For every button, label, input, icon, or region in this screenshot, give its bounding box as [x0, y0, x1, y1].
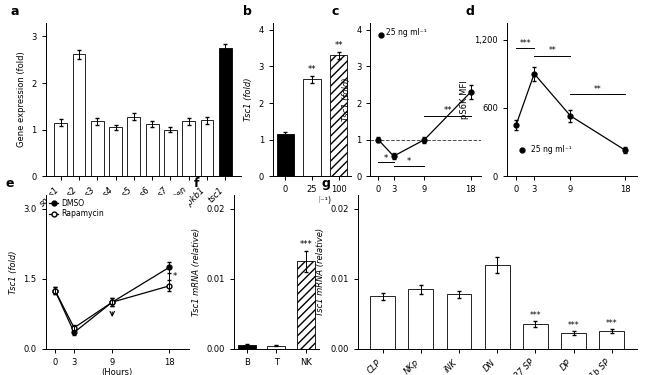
DMSO — [70, 330, 78, 335]
Text: ***: *** — [519, 39, 531, 48]
Bar — [182, 121, 195, 176]
Text: c: c — [332, 5, 339, 18]
Bar — [267, 346, 285, 349]
Text: *: * — [407, 157, 411, 166]
Bar — [276, 134, 294, 176]
Bar — [238, 345, 255, 349]
Legend: DMSO, Rapamycin: DMSO, Rapamycin — [49, 199, 103, 218]
Text: **: ** — [335, 41, 343, 50]
DMSO — [109, 300, 116, 304]
Bar — [164, 130, 177, 176]
Bar — [91, 121, 104, 176]
Text: a: a — [10, 5, 19, 18]
X-axis label: (Hours): (Hours) — [101, 368, 133, 375]
Text: g: g — [321, 177, 330, 190]
Text: ***: *** — [606, 319, 618, 328]
Text: **: ** — [443, 106, 452, 115]
Text: **: ** — [549, 46, 556, 56]
Y-axis label: pS6K MFI: pS6K MFI — [460, 80, 469, 119]
Text: e: e — [5, 177, 14, 190]
Text: *: * — [173, 272, 177, 281]
Text: **: ** — [307, 65, 317, 74]
X-axis label: (ng ml⁻¹): (ng ml⁻¹) — [293, 196, 331, 205]
Text: ***: *** — [568, 321, 580, 330]
Bar — [55, 123, 67, 176]
Text: **: ** — [594, 85, 601, 94]
Y-axis label: Gene expression (fold): Gene expression (fold) — [16, 51, 25, 147]
Bar — [146, 124, 159, 176]
Text: 25 ng ml⁻¹: 25 ng ml⁻¹ — [386, 28, 426, 38]
Y-axis label: Tsc1 mRNA (relative): Tsc1 mRNA (relative) — [315, 228, 324, 316]
Bar — [201, 120, 213, 176]
Bar — [523, 324, 548, 349]
Line: Rapamycin: Rapamycin — [53, 284, 172, 330]
Y-axis label: Tsc1 (fold): Tsc1 (fold) — [8, 250, 18, 294]
Y-axis label: Tsc1 (fold): Tsc1 (fold) — [341, 78, 350, 121]
Text: ***: *** — [530, 311, 541, 320]
Bar — [109, 128, 122, 176]
Bar — [219, 48, 231, 176]
Line: DMSO: DMSO — [53, 265, 172, 335]
Bar — [447, 294, 471, 349]
Text: d: d — [465, 5, 474, 18]
Bar — [408, 290, 434, 349]
Y-axis label: Tsc1 (fold): Tsc1 (fold) — [244, 78, 253, 121]
X-axis label: (Hours): (Hours) — [556, 196, 588, 205]
Rapamycin — [51, 288, 59, 293]
X-axis label: (Hours): (Hours) — [410, 196, 441, 205]
Text: f: f — [194, 177, 199, 190]
Bar — [370, 296, 395, 349]
DMSO — [51, 288, 59, 293]
Bar — [297, 261, 315, 349]
Text: b: b — [243, 5, 252, 18]
Rapamycin — [70, 326, 78, 330]
DMSO — [166, 265, 174, 270]
Y-axis label: Tsc1 mRNA (relative): Tsc1 mRNA (relative) — [192, 228, 201, 316]
Bar — [561, 333, 586, 349]
Text: 25 ng ml⁻¹: 25 ng ml⁻¹ — [531, 145, 572, 154]
Bar — [330, 56, 348, 176]
Rapamycin — [166, 284, 174, 288]
Bar — [73, 54, 85, 176]
Text: ***: *** — [300, 240, 312, 249]
Bar — [304, 79, 320, 176]
Rapamycin — [109, 300, 116, 304]
Bar — [127, 117, 140, 176]
Bar — [599, 331, 624, 349]
Text: *: * — [384, 153, 388, 162]
Bar — [485, 265, 510, 349]
